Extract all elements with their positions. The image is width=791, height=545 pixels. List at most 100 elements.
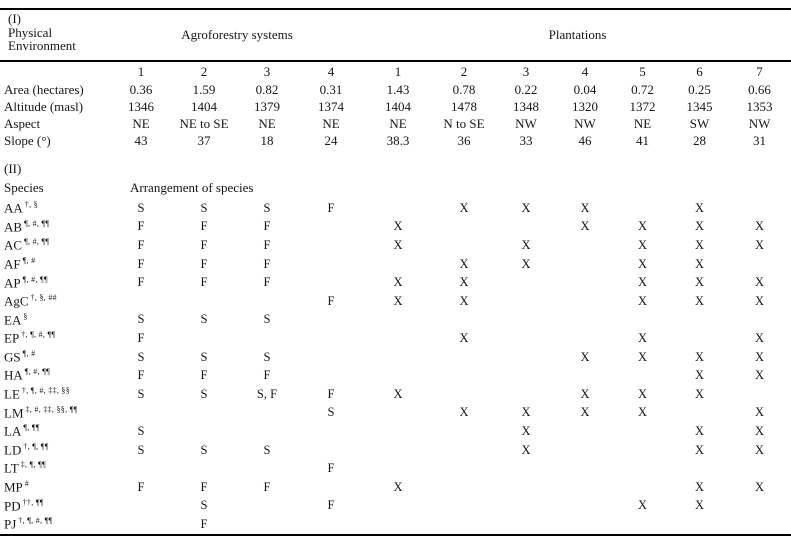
env-value-cell: 0.78 xyxy=(452,81,476,97)
species-arrangement-cell xyxy=(556,459,614,478)
species-arrangement-cell: X xyxy=(459,200,469,215)
species-arrangement-cell xyxy=(236,404,298,423)
species-arrangement-cell xyxy=(172,404,236,423)
species-row: AP ¶, #, ¶¶ F F F X X X X X xyxy=(0,273,791,292)
species-arrangement-cell xyxy=(556,441,614,460)
species-arrangement-cell xyxy=(556,273,614,292)
species-code: AgC xyxy=(4,293,29,309)
species-arrangement-cell xyxy=(298,366,364,385)
env-value-cell: 1346 xyxy=(128,98,154,114)
species-arrangement-cell: F xyxy=(263,256,271,271)
species-arrangement-cell: S xyxy=(137,200,145,215)
species-code: GS xyxy=(4,349,21,365)
species-label: AgC †, §, ## xyxy=(0,292,110,311)
species-arrangement-cell: F xyxy=(263,275,271,290)
column-number: 3 xyxy=(522,63,530,79)
species-arrangement-cell xyxy=(236,329,298,348)
env-value-cell: 1.59 xyxy=(192,81,216,97)
species-row: PJ †, ¶, #, ¶¶ F xyxy=(0,515,791,535)
species-arrangement-cell: X xyxy=(580,349,590,364)
species-label: EA § xyxy=(0,311,110,330)
species-arrangement-cell: X xyxy=(638,330,648,345)
species-arrangement-cell: X xyxy=(695,479,705,494)
env-value-cell: 0.22 xyxy=(514,81,538,97)
group-header-agroforestry: Agroforestry systems xyxy=(110,9,365,62)
species-arrangement-cell xyxy=(110,292,172,311)
species-arrangement-cell xyxy=(236,515,298,535)
species-footnote-marks: ¶, #, ¶¶ xyxy=(24,367,51,377)
env-value-cell: NE xyxy=(389,115,407,131)
species-code: AP xyxy=(4,274,21,290)
species-arrangement-cell xyxy=(364,311,432,330)
species-arrangement-cell xyxy=(556,236,614,255)
env-value-cell: 1345 xyxy=(686,98,713,114)
species-arrangement-cell xyxy=(298,348,364,367)
species-arrangement-cell: X xyxy=(695,368,705,383)
env-value-cell: NE to SE xyxy=(179,115,229,131)
species-arrangement-cell xyxy=(298,441,364,460)
species-row: EP †, ¶, #, ¶¶ F X X X xyxy=(0,329,791,348)
species-arrangement-cell: X xyxy=(755,293,765,308)
species-arrangement-cell xyxy=(298,515,364,535)
species-arrangement-cell xyxy=(556,311,614,330)
species-arrangement-cell xyxy=(298,255,364,274)
species-arrangement-cell xyxy=(556,366,614,385)
physical-label-line: Physical xyxy=(8,24,53,40)
env-value-cell: 1353 xyxy=(746,98,773,114)
species-arrangement-cell: F xyxy=(327,200,335,215)
species-arrangement-cell: F xyxy=(137,237,145,252)
species-arrangement-cell xyxy=(432,218,496,237)
species-footnote-marks: ¶, ¶¶ xyxy=(23,423,40,433)
species-arrangement-cell xyxy=(496,273,556,292)
species-arrangement-cell xyxy=(236,497,298,516)
species-arrangement-cell: X xyxy=(580,405,590,420)
env-value-cell: 1372 xyxy=(629,98,656,114)
env-value-cell: 33 xyxy=(519,132,533,148)
species-arrangement-cell xyxy=(728,255,791,274)
species-row: EA § S S S xyxy=(0,311,791,330)
section-ii-label: (II) xyxy=(4,161,22,176)
species-arrangement-cell: X xyxy=(393,237,403,252)
species-arrangement-cell: X xyxy=(393,219,403,234)
species-arrangement-cell xyxy=(614,422,671,441)
species-label: GS ¶, # xyxy=(0,348,110,367)
empty-corner-cell xyxy=(0,61,110,81)
species-arrangement-cell: S xyxy=(137,423,145,438)
group-header-row: (I) Physical Environment Agroforestry sy… xyxy=(0,9,791,62)
section-ii-row: (II) xyxy=(0,149,791,177)
env-value-cell: 46 xyxy=(578,132,592,148)
physical-environment-label: (I) Physical Environment xyxy=(0,9,110,62)
species-arrangement-cell xyxy=(496,478,556,497)
env-value-cell: NE xyxy=(132,115,150,131)
species-arrangement-cell: X xyxy=(695,219,705,234)
species-arrangement-cell xyxy=(614,459,671,478)
species-arrangement-cell: F xyxy=(200,516,208,531)
env-row-label: Altitude (masl) xyxy=(4,98,84,114)
species-code: AC xyxy=(4,237,23,253)
species-label: AA †, § xyxy=(0,199,110,218)
species-arrangement-cell xyxy=(432,497,496,516)
species-code: LD xyxy=(4,442,22,458)
species-arrangement-cell: X xyxy=(521,442,531,457)
species-arrangement-cell: X xyxy=(755,423,765,438)
species-arrangement-cell: F xyxy=(327,386,335,401)
species-arrangement-cell: F xyxy=(200,275,208,290)
species-arrangement-cell: F xyxy=(327,293,335,308)
env-row: Area (hectares) 0.36 1.59 0.82 0.31 1.43 0.78 0… xyxy=(0,81,791,98)
species-label: LA ¶, ¶¶ xyxy=(0,422,110,441)
column-numbers-row: 1 2 3 4 1 2 3 4 5 6 7 xyxy=(0,61,791,81)
species-row: PD ††, ¶¶ S F X X xyxy=(0,497,791,516)
species-code: EA xyxy=(4,312,22,328)
species-arrangement-cell xyxy=(172,292,236,311)
species-arrangement-cell: S xyxy=(327,405,335,420)
species-arrangement-cell: X xyxy=(755,219,765,234)
species-header-row: Species Arrangement of species xyxy=(0,177,791,199)
species-arrangement-cell: S xyxy=(200,498,208,513)
species-arrangement-cell: S xyxy=(263,442,271,457)
species-arrangement-cell xyxy=(364,329,432,348)
env-row-label: Aspect xyxy=(4,115,41,131)
species-arrangement-cell: X xyxy=(521,256,531,271)
env-value-cell: 1320 xyxy=(572,98,599,114)
species-arrangement-cell xyxy=(298,273,364,292)
species-arrangement-cell: F xyxy=(200,256,208,271)
